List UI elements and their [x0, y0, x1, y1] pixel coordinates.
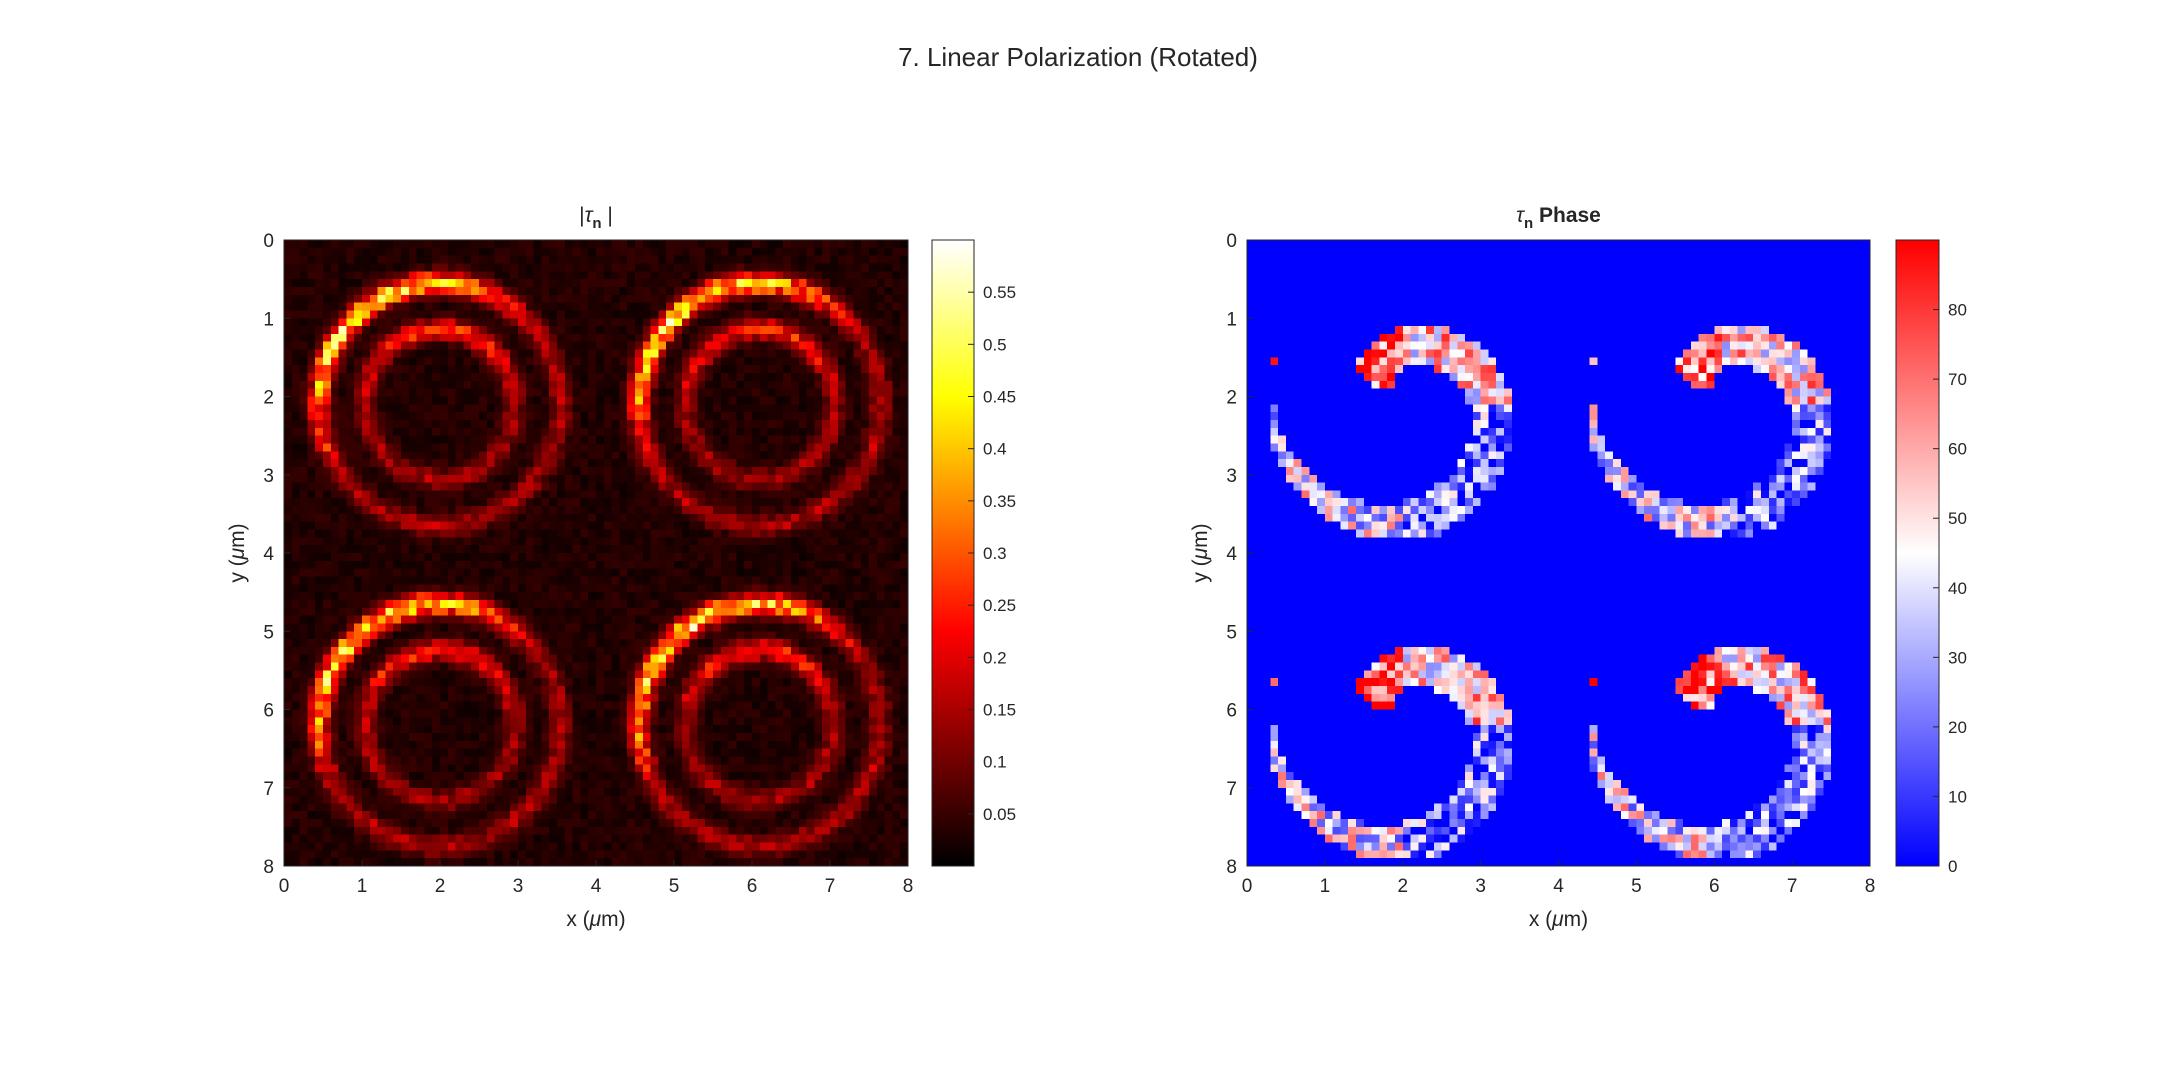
colorbar-tick-label-0-7: 0.4	[983, 440, 1007, 459]
x-tick-label-1-3: 3	[1475, 876, 1486, 897]
colorbar-gradient-1	[1896, 240, 1939, 866]
colorbar-tick-label-1-7: 70	[1948, 370, 1967, 389]
colorbar-tick-label-1-6: 60	[1948, 440, 1967, 459]
x-tick-label-0-8: 8	[903, 876, 914, 897]
y-tick-label-1-6: 6	[1226, 701, 1237, 722]
panel-title-1: τn Phase	[1516, 204, 1601, 232]
x-tick-label-1-2: 2	[1397, 876, 1408, 897]
x-tick-label-0-0: 0	[279, 876, 290, 897]
y-tick-label-0-7: 7	[263, 779, 274, 800]
x-tick-label-1-5: 5	[1631, 876, 1642, 897]
colorbar-tick-label-1-1: 10	[1948, 787, 1967, 806]
y-tick-label-0-4: 4	[263, 544, 274, 565]
y-tick-label-1-3: 3	[1226, 466, 1237, 487]
y-tick-label-0-6: 6	[263, 701, 274, 722]
colorbar-tick-label-0-1: 0.1	[983, 753, 1007, 772]
y-tick-label-0-3: 3	[263, 466, 274, 487]
colorbar-tick-label-1-5: 50	[1948, 509, 1967, 528]
x-tick-label-1-4: 4	[1553, 876, 1564, 897]
y-tick-label-1-1: 1	[1226, 309, 1237, 330]
colorbar-tick-label-0-5: 0.3	[983, 544, 1007, 563]
y-tick-label-0-8: 8	[263, 857, 274, 878]
x-tick-label-1-6: 6	[1709, 876, 1720, 897]
panel-title-0: |τn |	[579, 204, 613, 232]
colorbar-tick-label-1-0: 0	[1948, 857, 1957, 876]
x-tick-label-0-1: 1	[357, 876, 368, 897]
figure-title: 7. Linear Polarization (Rotated)	[898, 42, 1258, 72]
colorbar-gradient-0	[932, 240, 974, 866]
colorbar-tick-label-1-2: 20	[1948, 718, 1967, 737]
x-tick-label-0-6: 6	[747, 876, 758, 897]
y-tick-label-1-8: 8	[1226, 857, 1237, 878]
y-tick-label-1-4: 4	[1226, 544, 1237, 565]
heatmap-image-1	[1247, 240, 1870, 866]
x-axis-label-1: x (μm)	[1529, 908, 1588, 931]
y-tick-label-0-1: 1	[263, 309, 274, 330]
y-axis-label-0: y (μm)	[226, 523, 249, 582]
y-tick-label-1-2: 2	[1226, 388, 1237, 409]
colorbar-tick-label-0-8: 0.45	[983, 388, 1016, 407]
y-tick-label-1-0: 0	[1226, 231, 1237, 252]
colorbar-tick-label-1-8: 80	[1948, 301, 1967, 320]
x-tick-label-0-3: 3	[513, 876, 524, 897]
x-tick-label-1-1: 1	[1320, 876, 1331, 897]
colorbar-tick-label-0-10: 0.55	[983, 283, 1016, 302]
colorbar-tick-label-1-3: 30	[1948, 648, 1967, 667]
y-tick-label-1-5: 5	[1226, 622, 1237, 643]
y-axis-label-1: y (μm)	[1189, 523, 1212, 582]
x-axis-label-0: x (μm)	[566, 908, 625, 931]
y-tick-label-0-2: 2	[263, 388, 274, 409]
colorbar-tick-label-0-9: 0.5	[983, 335, 1007, 354]
colorbar-tick-label-0-4: 0.25	[983, 596, 1016, 615]
x-tick-label-1-7: 7	[1787, 876, 1798, 897]
y-tick-label-1-7: 7	[1226, 779, 1237, 800]
y-tick-label-0-0: 0	[263, 231, 274, 252]
x-tick-label-0-2: 2	[435, 876, 446, 897]
x-tick-label-0-4: 4	[591, 876, 602, 897]
x-tick-label-1-0: 0	[1242, 876, 1253, 897]
x-tick-label-1-8: 8	[1865, 876, 1876, 897]
x-tick-label-0-5: 5	[669, 876, 680, 897]
colorbar-tick-label-1-4: 40	[1948, 579, 1967, 598]
colorbar-tick-label-0-3: 0.2	[983, 648, 1007, 667]
heatmap-image-0	[284, 240, 908, 866]
y-tick-label-0-5: 5	[263, 622, 274, 643]
colorbar-tick-label-0-2: 0.15	[983, 701, 1016, 720]
colorbar-tick-label-0-0: 0.05	[983, 805, 1016, 824]
colorbar-tick-label-0-6: 0.35	[983, 492, 1016, 511]
x-tick-label-0-7: 7	[825, 876, 836, 897]
colorbar-frame-1	[1895, 239, 1940, 867]
